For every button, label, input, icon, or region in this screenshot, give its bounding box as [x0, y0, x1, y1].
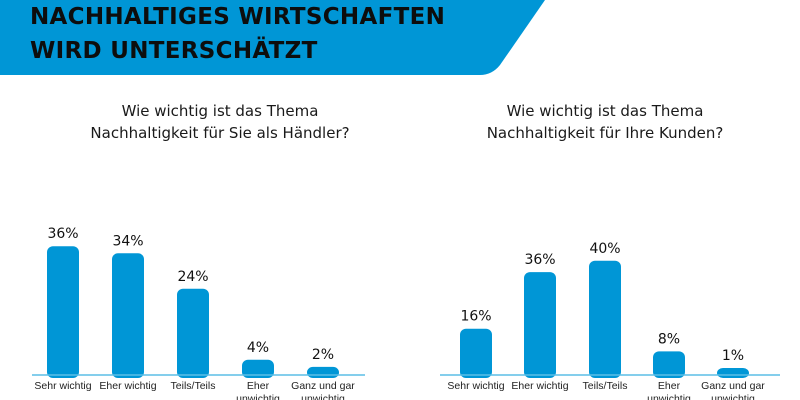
data-label: 36%	[47, 226, 78, 242]
bar	[460, 328, 492, 378]
category-label: unwichtig	[236, 393, 280, 400]
data-label: 34%	[112, 233, 143, 249]
data-label: 2%	[312, 347, 334, 363]
category-label: Eher	[247, 380, 270, 392]
data-label: 8%	[658, 331, 680, 347]
chart-1-title: Wie wichtig ist das Thema Nachhaltigkeit…	[30, 100, 410, 144]
header-title-line-2: WIRD UNTERSCHÄTZT	[30, 38, 318, 64]
chart-2-title-line-1: Wie wichtig ist das Thema	[506, 102, 704, 120]
bar	[717, 368, 749, 378]
category-label: Eher wichtig	[99, 380, 156, 392]
category-label: unwichtig	[647, 393, 691, 400]
category-label: Ganz und gar	[291, 380, 355, 392]
data-label: 1%	[722, 348, 744, 364]
data-label: 16%	[460, 309, 491, 325]
bar	[47, 246, 79, 378]
data-label: 36%	[524, 252, 555, 268]
data-label: 24%	[177, 269, 208, 285]
category-label: Sehr wichtig	[34, 380, 91, 392]
category-label: Sehr wichtig	[447, 380, 504, 392]
chart-1-title-line-2: Nachhaltigkeit für Sie als Händler?	[90, 124, 350, 142]
category-label: Eher	[658, 380, 681, 392]
data-label: 40%	[589, 241, 620, 257]
category-label: Teils/Teils	[583, 380, 628, 392]
header-title-line-1: NACHHALTIGES WIRTSCHAFTEN	[30, 4, 446, 30]
bar	[653, 351, 685, 378]
bar	[177, 288, 209, 378]
chart-2-title-line-2: Nachhaltigkeit für Ihre Kunden?	[486, 124, 724, 142]
bar	[112, 253, 144, 378]
category-label: Eher wichtig	[511, 380, 568, 392]
category-label: unwichtig	[301, 393, 345, 400]
bar	[307, 366, 339, 378]
bar	[589, 260, 621, 378]
category-label: Ganz und gar	[701, 380, 765, 392]
bar	[242, 359, 274, 378]
data-label: 4%	[247, 340, 269, 356]
header-banner	[0, 0, 545, 75]
category-label: unwichtig	[711, 393, 755, 400]
chart-2-title: Wie wichtig ist das Thema Nachhaltigkeit…	[415, 100, 795, 144]
category-label: Teils/Teils	[171, 380, 216, 392]
chart-1-title-line-1: Wie wichtig ist das Thema	[121, 102, 319, 120]
bar	[524, 272, 556, 378]
